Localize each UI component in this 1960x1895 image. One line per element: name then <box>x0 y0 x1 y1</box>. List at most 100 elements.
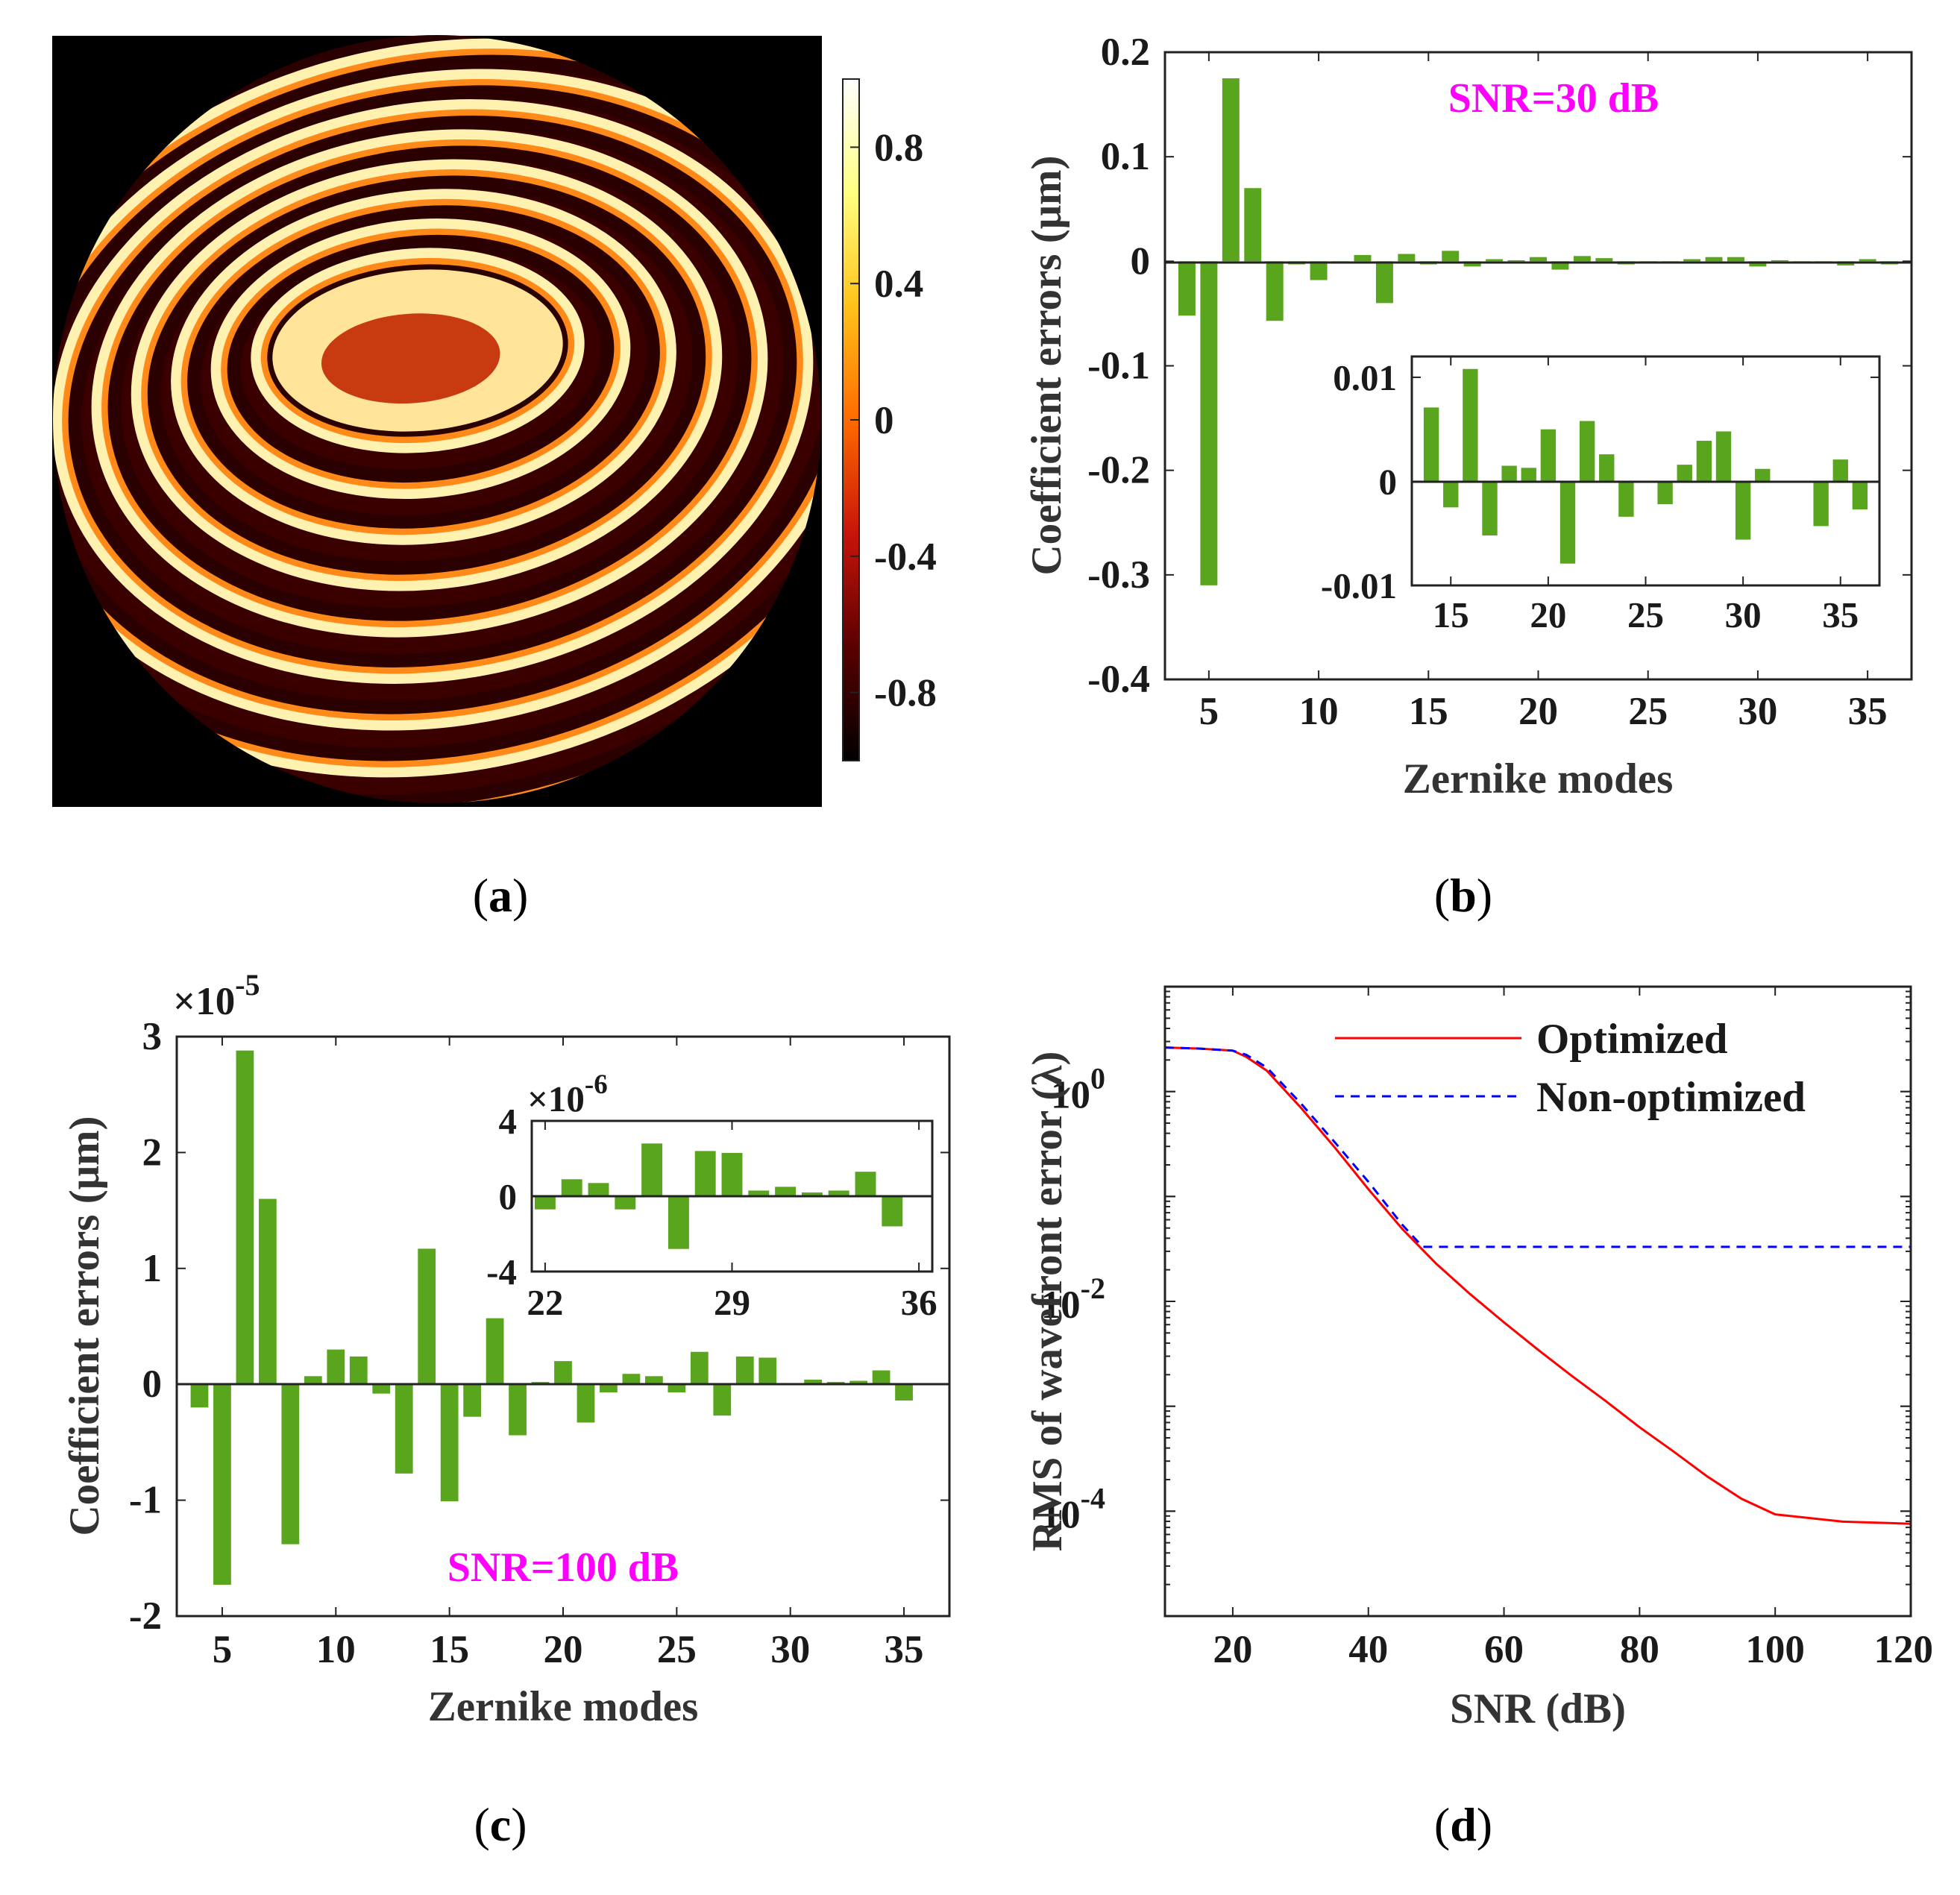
panel-c-exponent: ×10-5 <box>173 968 260 1023</box>
bar <box>440 1384 459 1502</box>
colorbar-tick-label: -0.8 <box>874 672 937 715</box>
bar <box>1178 261 1196 316</box>
ytick-label: 0.2 <box>1101 31 1150 74</box>
bar <box>1222 78 1240 262</box>
ytick-label: 10-4 <box>1041 1481 1105 1536</box>
bar <box>1749 261 1767 267</box>
panel-label-c: (c) <box>474 1798 527 1851</box>
xtick-label: 35 <box>1822 594 1859 635</box>
panel-d-ylabel: RMS of wavefront error (λ) <box>1024 1052 1071 1552</box>
ytick-label: 0.01 <box>1333 357 1397 398</box>
bar <box>644 1376 663 1385</box>
xtick-label: 25 <box>1628 690 1668 733</box>
fringe-bright <box>91 129 768 638</box>
bar <box>1832 459 1848 482</box>
bar <box>622 1374 641 1385</box>
fringe-dark <box>53 54 821 761</box>
bar <box>895 1384 913 1401</box>
bar <box>1599 454 1615 482</box>
xtick-label: 36 <box>901 1282 937 1323</box>
fringe-mid <box>101 139 758 628</box>
fringe-dark <box>107 145 752 621</box>
xtick-label: 20 <box>1530 594 1566 635</box>
colorbar-tick-label: 0.8 <box>874 126 923 169</box>
bar <box>554 1361 572 1385</box>
fringe-bright <box>131 159 723 591</box>
panel-b: 0.2 0.1 0 -0.1 -0.2 -0.3 -0.4 5 10 15 20 25 30 35 SN… <box>1023 31 1913 802</box>
xtick-label: 5 <box>1199 690 1219 733</box>
legend-optimized-label: Optimized <box>1536 1016 1728 1063</box>
xtick-label: 20 <box>544 1628 583 1671</box>
bar <box>1200 261 1218 585</box>
bar <box>486 1318 504 1385</box>
bar <box>1486 259 1504 262</box>
bar <box>1310 261 1328 280</box>
xtick-label: 25 <box>1627 594 1664 635</box>
ytick-label: 1 <box>142 1247 163 1290</box>
panel-c-inset-xticks: 22 29 36 <box>527 1121 937 1323</box>
bar <box>1551 261 1569 270</box>
bar <box>258 1198 277 1385</box>
ytick-label: -1 <box>129 1479 162 1522</box>
bar <box>304 1376 322 1385</box>
xtick-label: 29 <box>714 1282 750 1323</box>
bar <box>213 1384 231 1586</box>
bar <box>349 1356 368 1385</box>
fringe-core <box>321 313 500 404</box>
bar <box>1813 481 1829 527</box>
fringe-bright <box>53 99 814 684</box>
panel-b-inset-bars <box>1423 368 1868 564</box>
bar <box>1530 257 1547 262</box>
bar <box>690 1351 709 1385</box>
panel-b-inset-background <box>1412 356 1879 585</box>
bar <box>1595 258 1613 262</box>
ytick-label: 3 <box>142 1015 163 1058</box>
fringe-mid <box>180 198 667 535</box>
bar <box>668 1384 686 1393</box>
bar <box>1683 259 1701 262</box>
bar <box>418 1248 436 1385</box>
bar <box>1507 260 1525 262</box>
optimized-line <box>1164 1046 1912 1525</box>
panel-d-lines <box>1164 1046 1912 1525</box>
ytick-label: -0.3 <box>1087 553 1150 597</box>
bar <box>1677 465 1692 482</box>
fringe-dark <box>68 116 797 667</box>
bar <box>694 1151 716 1196</box>
panel-c-inset-yticks: 4 0 -4 <box>486 1101 932 1292</box>
ytick-label: 0 <box>142 1363 163 1406</box>
bar <box>668 1196 689 1249</box>
non-optimized-line <box>1164 1046 1911 1248</box>
xtick-label: 20 <box>1518 690 1558 733</box>
panel-b-xlabel: Zernike modes <box>1403 755 1674 802</box>
bar <box>1442 251 1460 262</box>
xtick-label: 15 <box>1409 690 1448 733</box>
fringe-bright <box>171 189 676 545</box>
ytick-label: -0.1 <box>1087 345 1150 388</box>
panel-b-snr-annotation: SNR=30 dB <box>1448 75 1659 122</box>
xtick-label: 20 <box>1213 1628 1252 1671</box>
panel-a: 0.8 0.4 0 -0.4 -0.8 <box>52 35 937 807</box>
bar <box>1859 259 1876 262</box>
bar <box>849 1380 868 1385</box>
bar <box>1463 261 1481 267</box>
xtick-label: 15 <box>430 1628 469 1671</box>
panel-c-inset-bars <box>534 1143 903 1249</box>
fringe-mid <box>53 48 821 767</box>
ytick-label: 0 <box>499 1176 518 1217</box>
bar <box>1755 468 1771 482</box>
xtick-label: 10 <box>1299 690 1339 733</box>
xtick-label: 22 <box>527 1282 563 1323</box>
bar <box>190 1384 209 1408</box>
panel-d-yticks: 100 10-2 10-4 <box>1041 986 1911 1617</box>
colorbar-tick-label: 0.4 <box>874 263 923 306</box>
bar <box>1715 431 1732 482</box>
bar <box>1521 468 1536 482</box>
xtick-label: 60 <box>1484 1628 1524 1671</box>
panel-d-legend: Optimized Non-optimized <box>1335 1016 1806 1121</box>
ytick-label: -2 <box>129 1594 162 1638</box>
interferogram-fringes <box>53 35 821 803</box>
bar <box>1852 481 1868 510</box>
bar <box>1354 254 1372 262</box>
bar <box>1266 261 1284 321</box>
